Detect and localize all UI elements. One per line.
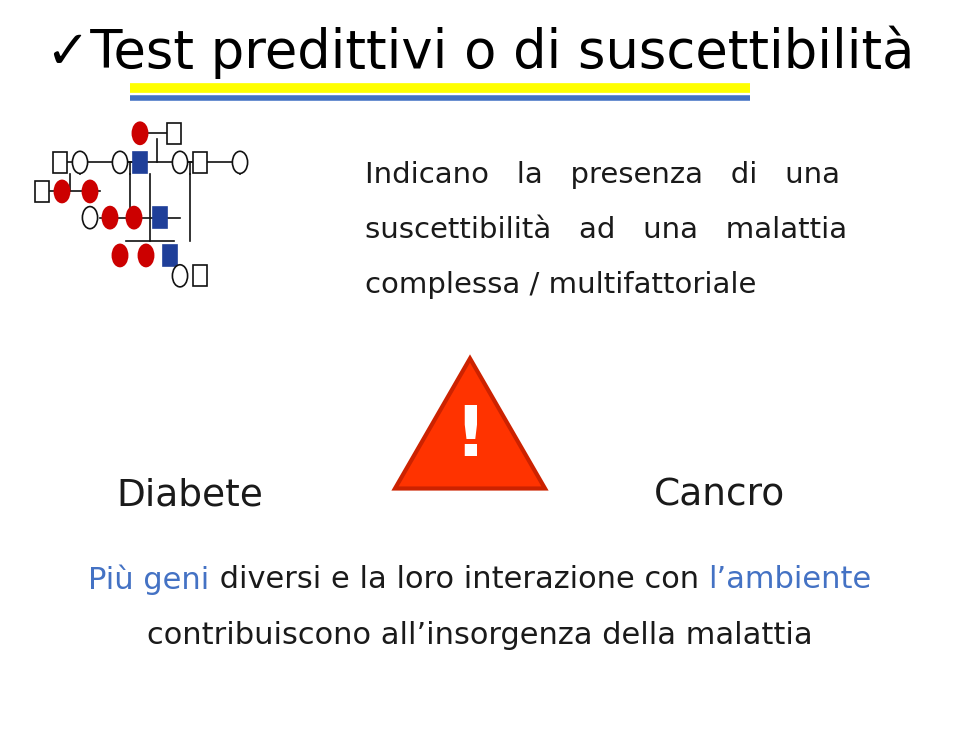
Text: !: !: [454, 403, 486, 470]
Circle shape: [173, 151, 187, 174]
Text: Cancro: Cancro: [655, 477, 785, 513]
Text: Diabete: Diabete: [116, 477, 263, 513]
Bar: [163, 245, 178, 266]
Circle shape: [232, 151, 248, 174]
Circle shape: [112, 151, 128, 174]
Text: ✓Test predittivi o di suscettibilità: ✓Test predittivi o di suscettibilità: [46, 26, 914, 79]
Text: Indicano   la   presenza   di   una: Indicano la presenza di una: [365, 161, 840, 189]
Bar: [153, 207, 167, 228]
Circle shape: [127, 207, 142, 228]
Bar: [193, 265, 207, 286]
Circle shape: [103, 207, 118, 228]
Text: contribuiscono all’insorgenza della malattia: contribuiscono all’insorgenza della mala…: [147, 620, 813, 650]
Text: complessa / multifattoriale: complessa / multifattoriale: [365, 271, 756, 299]
Bar: [167, 123, 181, 144]
Circle shape: [173, 265, 187, 287]
Bar: [132, 152, 147, 173]
Text: diversi e la loro interazione con: diversi e la loro interazione con: [209, 566, 708, 594]
Text: l’ambiente: l’ambiente: [708, 566, 872, 594]
Polygon shape: [395, 358, 545, 488]
Circle shape: [112, 245, 128, 266]
Circle shape: [83, 207, 98, 228]
Text: suscettibilità   ad   una   malattia: suscettibilità ad una malattia: [365, 216, 847, 244]
Bar: [35, 181, 49, 202]
Bar: [193, 152, 207, 173]
Circle shape: [72, 151, 87, 174]
Circle shape: [132, 122, 148, 145]
Text: Più geni: Più geni: [88, 565, 209, 595]
Circle shape: [55, 180, 69, 202]
Circle shape: [83, 180, 98, 202]
Circle shape: [138, 245, 154, 266]
Bar: [53, 152, 67, 173]
